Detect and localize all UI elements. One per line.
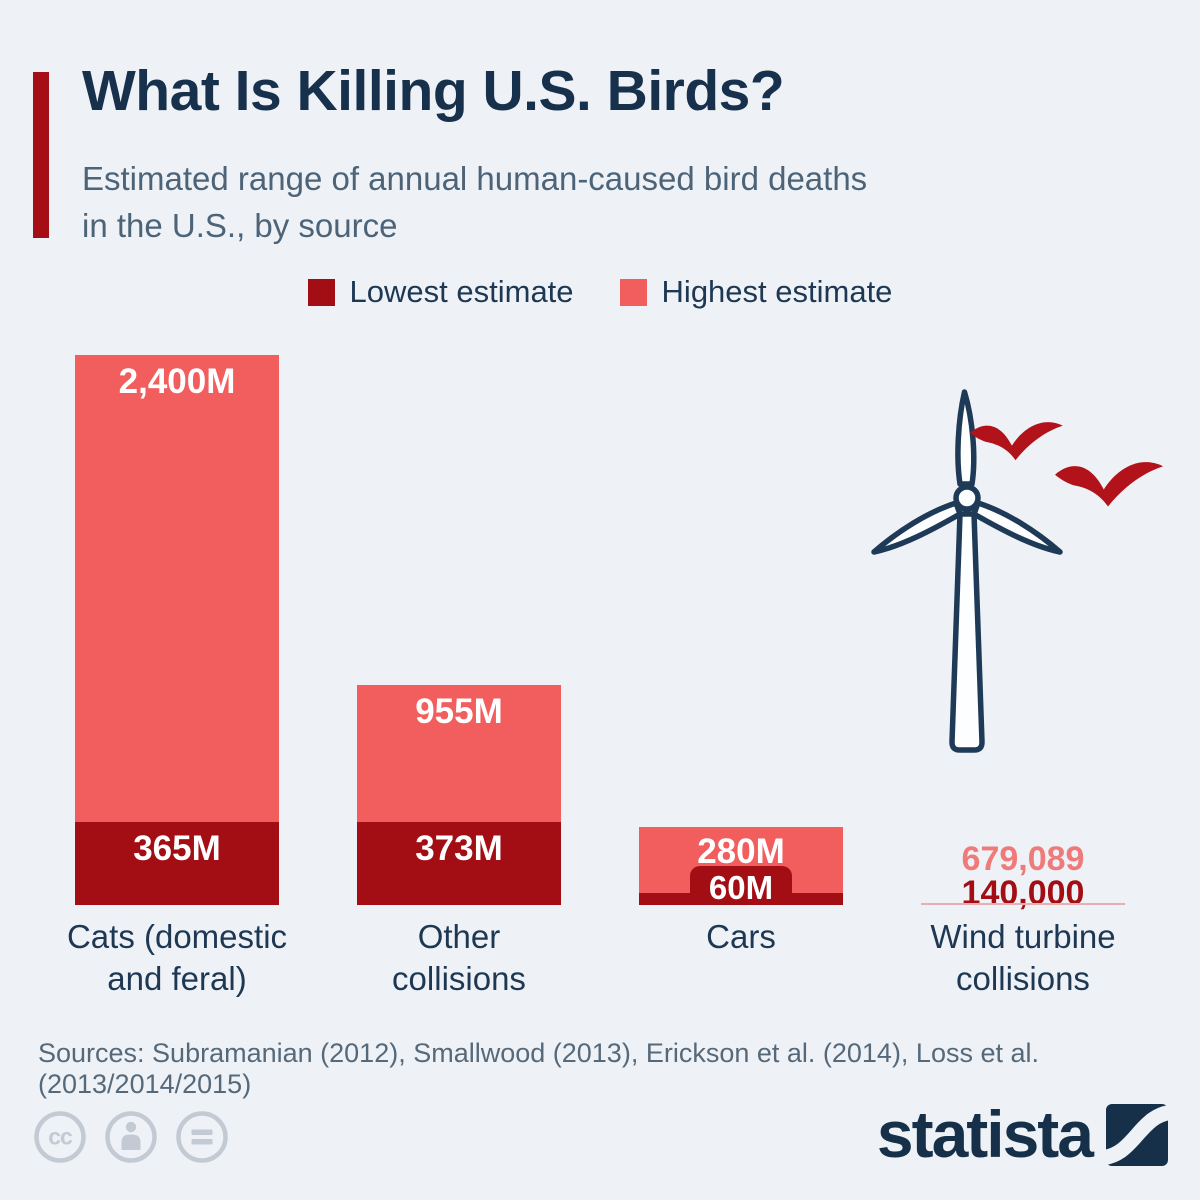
category-label-cats: Cats (domestic and feral) bbox=[35, 916, 319, 999]
bar-other-collisions-highest: 955M bbox=[357, 685, 561, 822]
svg-text:cc: cc bbox=[48, 1124, 73, 1150]
wind-baseline-rule bbox=[921, 903, 1125, 905]
page-title: What Is Killing U.S. Birds? bbox=[82, 59, 785, 123]
bar-value-label: 955M bbox=[415, 692, 503, 731]
license-icons: cc bbox=[33, 1110, 229, 1164]
bar-value-label: 60M bbox=[708, 869, 774, 906]
highest-estimate-swatch-icon bbox=[619, 278, 647, 306]
cc-icon: cc bbox=[34, 1111, 86, 1163]
statista-logo-icon bbox=[1106, 1104, 1168, 1166]
attribution-person-icon bbox=[105, 1111, 157, 1163]
lowest-estimate-swatch-icon bbox=[307, 278, 335, 306]
category-line: Cars bbox=[706, 918, 776, 955]
bar-cats-highest: 2,400M bbox=[75, 355, 279, 822]
turbine-tower bbox=[949, 511, 985, 753]
turbine-blade-top bbox=[955, 389, 977, 487]
category-line: Other bbox=[417, 918, 501, 955]
subtitle-line-1: Estimated range of annual human-caused b… bbox=[82, 160, 868, 197]
subtitle-line-2: in the U.S., by source bbox=[82, 206, 398, 244]
wind-highest-value: 679,089 bbox=[961, 840, 1085, 878]
category-line: Wind turbine bbox=[930, 918, 1116, 955]
bar-cats-lowest: 365M bbox=[75, 822, 279, 905]
turbine-blade-right bbox=[971, 500, 1063, 555]
category-label-cars: Cars bbox=[599, 916, 883, 958]
legend-label-highest: Highest estimate bbox=[661, 274, 893, 309]
equal-icon bbox=[176, 1111, 228, 1163]
category-label-wind-turbine: Wind turbine collisions bbox=[881, 916, 1165, 999]
wind-turbine-icon bbox=[871, 389, 1164, 753]
bar-cars-lowest-badge: 60M bbox=[690, 866, 792, 906]
category-label-other-collisions: Other collisions bbox=[317, 916, 601, 999]
legend-label-lowest: Lowest estimate bbox=[349, 274, 574, 309]
legend-item-lowest: Lowest estimate bbox=[307, 274, 574, 310]
legend-item-highest: Highest estimate bbox=[619, 274, 893, 310]
sources-text: Sources: Subramanian (2012), Smallwood (… bbox=[38, 1038, 1040, 1099]
turbine-hub bbox=[953, 484, 981, 512]
page-subtitle: Estimated range of annual human-caused b… bbox=[82, 156, 867, 250]
bird-silhouette-icon bbox=[970, 422, 1164, 507]
bar-value-label: 2,400M bbox=[118, 362, 236, 401]
legend: Lowest estimate Highest estimate bbox=[0, 274, 1200, 310]
bar-value-label: 373M bbox=[415, 829, 503, 868]
wind-lowest-value: 140,000 bbox=[961, 874, 1085, 912]
title-accent-bar bbox=[33, 72, 49, 238]
statista-wordmark: statista bbox=[876, 1097, 1094, 1171]
category-line: collisions bbox=[392, 959, 526, 997]
turbine-blade-left bbox=[871, 500, 963, 555]
bar-value-label: 280M bbox=[697, 832, 785, 871]
category-line: collisions bbox=[956, 959, 1090, 997]
category-line: Cats (domestic bbox=[66, 918, 288, 955]
bar-value-label: 365M bbox=[133, 829, 221, 868]
bar-other-collisions-lowest: 373M bbox=[357, 822, 561, 905]
category-line: and feral) bbox=[107, 959, 247, 997]
